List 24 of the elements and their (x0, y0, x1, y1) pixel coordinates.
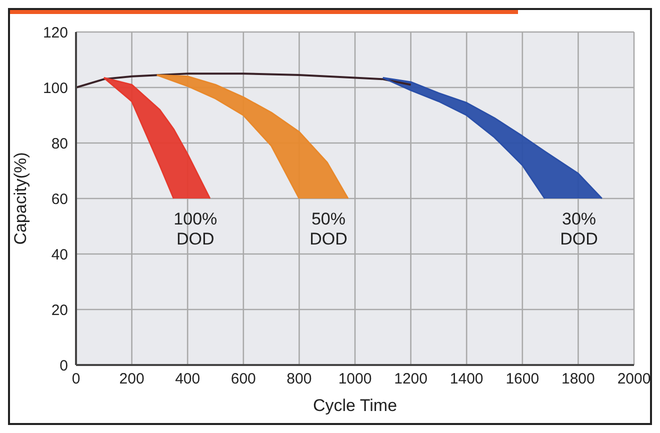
y-tick-label: 40 (51, 246, 68, 264)
x-axis-title: Cycle Time (312, 396, 398, 415)
x-tick-label: 1000 (338, 370, 372, 388)
annotation: 100% DOD (174, 210, 218, 248)
y-tick-label: 60 (51, 190, 68, 208)
x-tick-label: 400 (175, 370, 200, 388)
y-tick-label: 0 (60, 357, 68, 374)
x-tick-label: 1800 (562, 370, 595, 388)
x-tick-label: 1400 (450, 370, 484, 388)
y-tick-label: 100 (42, 80, 68, 97)
annotation: 30% DOD (560, 210, 598, 248)
x-tick-label: 1200 (394, 370, 428, 388)
line-series (76, 72, 412, 88)
x-tick-label: 800 (286, 370, 312, 388)
annotation: 50% DOD (310, 210, 348, 248)
x-tick-label: 1600 (506, 370, 540, 388)
x-tick-label: 2000 (617, 370, 651, 388)
y-tick-label: 80 (51, 135, 68, 152)
x-tick-label: 600 (230, 370, 256, 388)
y-tick-label: 20 (51, 302, 68, 319)
y-axis-title: Capacity(%) (11, 152, 30, 245)
x-tick-label: 0 (72, 370, 80, 388)
x-tick-label: 200 (119, 370, 144, 388)
y-tick-label: 120 (42, 24, 68, 42)
